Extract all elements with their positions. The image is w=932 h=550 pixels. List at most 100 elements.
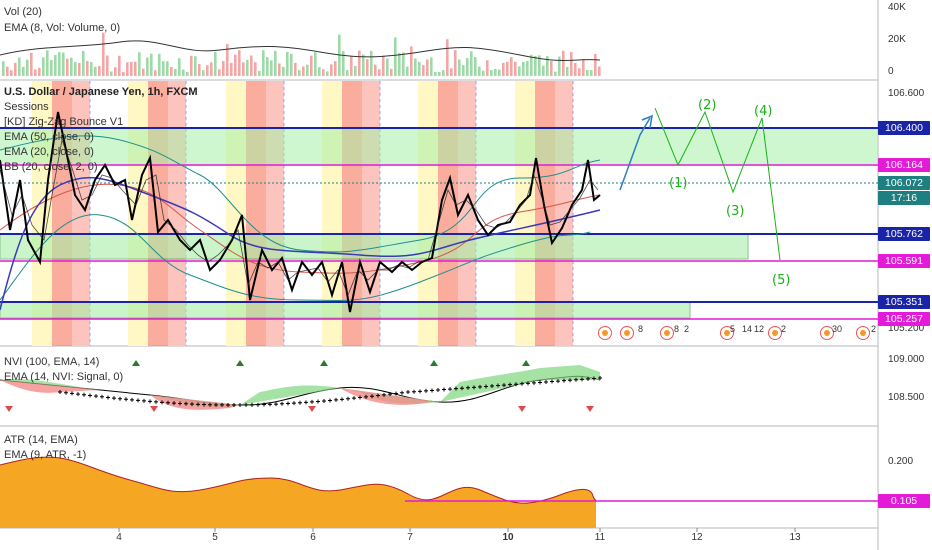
nvi-cross-marker [106,395,110,400]
calendar-event-icon[interactable] [660,326,674,340]
nvi-cross-marker [484,384,488,389]
wave-label-2: (2) [698,98,717,113]
price-tag-106400: 106.400 [878,121,930,135]
nvi-cross-marker [82,392,86,397]
volume-bar [262,50,265,76]
volume-bar [582,59,585,76]
nvi-cross-marker [598,376,602,380]
nvi-cross-marker [274,402,278,407]
volume-bar [578,68,581,76]
demand-zone [0,301,691,319]
time-label: 12 [691,532,703,543]
nvi-cross-marker [586,376,590,381]
wave-label-5: (5) [772,273,791,288]
volume-bar [198,64,201,76]
volume-bar [594,53,597,76]
volume-bar [110,71,113,76]
calendar-count: 5 [730,324,736,334]
nvi-title[interactable]: NVI (100, EMA, 14) [4,356,100,368]
volume-bar [438,71,441,76]
volume-bars [2,32,601,76]
nvi-cross-marker [298,400,302,405]
price-tag-105351: 105.351 [878,295,930,309]
indicator-bb[interactable]: BB (20, close, 2, 0) [4,161,98,173]
nvi-cross-marker [538,380,542,385]
nvi-cross-marker [244,402,248,407]
indicator-ema20[interactable]: EMA (20, close, 0) [4,146,94,158]
calendar-event-icon[interactable] [720,326,734,340]
nvi-cross-marker [160,400,164,405]
nvi-cross-marker [118,396,122,401]
nvi-cross-marker [142,398,146,403]
nvi-cross-marker [220,402,224,407]
wave-label-1: (1) [669,176,688,191]
nvi-cross-marker [418,389,422,394]
calendar-count: 2 [871,324,877,334]
volume-bar [390,68,393,76]
volume-bar [530,54,533,76]
volume-bar [542,65,545,76]
nvi-cross-marker [406,390,410,395]
indicator-ema50[interactable]: EMA (50, close, 0) [4,131,94,143]
volume-bar [562,50,565,76]
volume-bar [170,66,173,76]
nvi-cross-marker [166,400,170,405]
volume-bar [82,50,85,76]
volume-bar [386,58,389,76]
volume-ema-label: EMA (8, Vol: Volume, 0) [4,22,121,34]
indicator-sessions[interactable]: Sessions [4,101,49,113]
calendar-event-icon[interactable] [598,326,612,340]
nvi-down-markers [5,406,594,412]
calendar-event-icon[interactable] [856,326,870,340]
nvi-cross-marker [280,401,284,406]
nvi-cross-marker [322,398,326,403]
price-tag-105591: 105.591 [878,254,930,268]
volume-bar [342,51,345,76]
atr-fill [0,457,596,528]
nvi-cross-marker [316,399,320,404]
volume-bar [74,62,77,76]
volume-bar [302,66,305,76]
nvi-cross-marker [190,402,194,407]
nvi-cross-marker [184,401,188,406]
nvi-cross-marker [400,390,404,395]
volume-bar [214,52,217,76]
volume-bar [234,54,237,76]
nvi-cross-marker [100,394,104,399]
nvi-cross-marker [268,402,272,407]
volume-bar [566,66,569,76]
volume-bar [94,66,97,76]
time-label: 11 [594,532,606,543]
nvi-cross-marker [286,401,290,406]
nvi-cross-marker [460,386,464,391]
volume-bar [502,62,505,76]
volume-bar [522,61,525,76]
volume-bar [154,70,157,76]
nvi-up-markers [132,360,530,366]
wave-label-3: (3) [726,204,745,219]
nvi-cross-marker [130,397,134,402]
nvi-cross-marker [112,396,116,401]
volume-bar [6,66,9,76]
volume-bar [162,61,165,76]
nvi-cross-marker [208,402,212,407]
volume-bar [150,53,153,76]
volume-bar [402,52,405,76]
nvi-cross-marker [430,388,434,393]
volume-bar [166,61,169,76]
nvi-cross-marker [58,390,62,394]
main-axis-top: 106.600 [888,88,925,99]
calendar-event-icon[interactable] [768,326,782,340]
calendar-event-icon[interactable] [620,326,634,340]
indicator-zigzag[interactable]: [KD] Zig-Zag Bounce V1 [4,116,124,128]
atr-ema-label: EMA (9, ATR, -1) [4,449,87,461]
calendar-event-icon[interactable] [820,326,834,340]
volume-bar [406,66,409,76]
volume-bar [534,55,537,76]
volume-bar [246,59,249,76]
atr-title[interactable]: ATR (14, EMA) [4,434,78,446]
nvi-cross-marker [526,381,530,386]
volume-bar [270,60,273,76]
volume-axis-40k: 40K [888,2,906,13]
